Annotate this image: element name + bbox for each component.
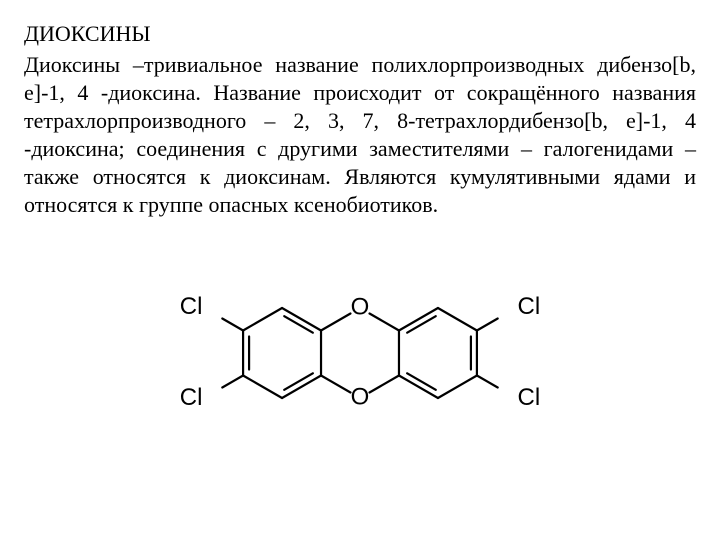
svg-text:O: O [351, 293, 370, 320]
svg-text:Cl: Cl [518, 292, 541, 319]
document-paragraph: Диоксины –тривиальное название полихлорп… [24, 51, 696, 220]
svg-text:O: O [351, 383, 370, 410]
svg-text:Cl: Cl [180, 383, 203, 410]
svg-text:Cl: Cl [518, 383, 541, 410]
svg-text:Cl: Cl [180, 292, 203, 319]
molecule-svg: O O Cl Cl Cl Cl [90, 258, 630, 448]
document-title: ДИОКСИНЫ [24, 20, 696, 49]
molecule-diagram: O O Cl Cl Cl Cl [24, 258, 696, 448]
